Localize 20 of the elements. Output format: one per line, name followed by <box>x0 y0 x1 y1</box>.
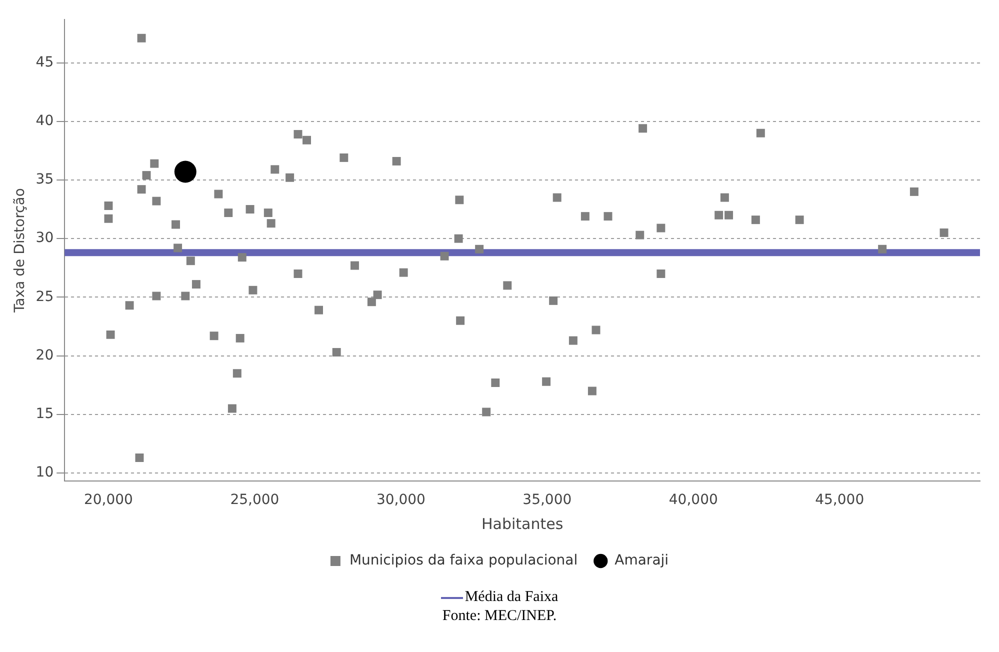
y-tick-label: 10 <box>36 464 54 481</box>
x-tick-label: 25,000 <box>230 492 280 508</box>
legend-label: Municipios da faixa populacional <box>349 552 578 569</box>
source-note: Fonte: MEC/INEP. <box>441 607 558 626</box>
x-tick-label: 45,000 <box>815 492 864 508</box>
legend-label: Amaraji <box>614 552 669 569</box>
y-tick-label: 40 <box>36 113 54 130</box>
legend-label: Média da Faixa <box>464 589 558 605</box>
y-tick-label: 25 <box>36 288 54 305</box>
y-tick-label: 45 <box>36 54 54 70</box>
x-axis-title: Habitantes <box>481 514 564 533</box>
y-tick-label: 15 <box>36 406 54 422</box>
x-tick-label: 35,000 <box>522 492 572 508</box>
x-tick-label: 40,000 <box>668 492 718 508</box>
x-tick-label: 20,000 <box>84 492 133 508</box>
y-tick-label: 20 <box>36 347 54 364</box>
y-axis-title: Taxa de Distorção <box>12 188 28 314</box>
y-tick-label: 35 <box>36 172 54 188</box>
y-tick-label: 30 <box>36 230 54 246</box>
x-tick-label: 30,000 <box>376 492 426 508</box>
